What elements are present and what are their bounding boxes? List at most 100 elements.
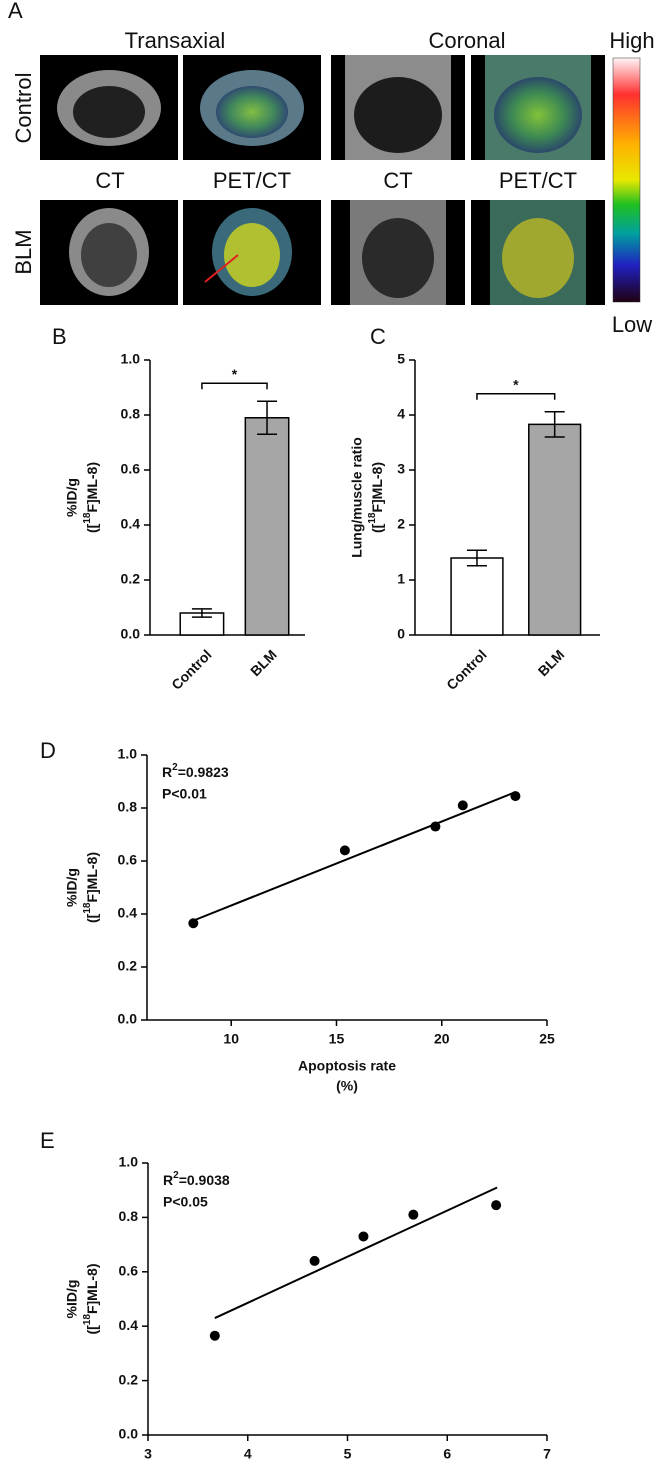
significance-mark: *	[232, 366, 238, 382]
colorbar-high: High	[609, 28, 654, 53]
x-tick-label: Control	[443, 646, 490, 693]
y-tick-label: 0.8	[119, 1208, 139, 1224]
point	[358, 1231, 369, 1242]
y-tick-label: 1.0	[118, 746, 138, 762]
y-tick-label: 5	[397, 351, 405, 367]
fit-line	[192, 791, 516, 922]
text-piece: 18	[82, 512, 93, 524]
text-piece: 18	[82, 902, 93, 914]
text-piece: 18	[82, 1314, 93, 1326]
y-tick-label: 0.4	[118, 905, 138, 921]
y-axis-label: ([18F]ML-8)	[82, 462, 100, 533]
panel-label: D	[40, 738, 56, 763]
row-title: BLM	[11, 229, 36, 274]
text-piece: =0.9823	[178, 764, 229, 780]
y-axis-label: ([18F]ML-8)	[367, 462, 385, 533]
y-axis-label: ([18F]ML-8)	[82, 852, 100, 923]
y-axis-label: %ID/g	[64, 868, 80, 907]
panel-label: E	[40, 1128, 55, 1153]
x-tick-label: 4	[244, 1446, 252, 1461]
text-piece: =0.9038	[179, 1172, 230, 1188]
annotation: P<0.01	[162, 786, 207, 802]
text-piece: F]ML-8)	[84, 462, 100, 513]
x-tick-label: 15	[329, 1031, 345, 1047]
bar	[528, 423, 582, 636]
y-tick-label: 1.0	[119, 1154, 139, 1170]
column-title: Coronal	[428, 28, 505, 53]
error-bar	[466, 549, 487, 567]
y-tick-label: 1.0	[121, 351, 141, 367]
point	[430, 821, 441, 832]
y-tick-label: 0.6	[119, 1263, 139, 1279]
fit-line	[214, 1186, 498, 1319]
point	[339, 845, 350, 856]
point	[309, 1255, 320, 1266]
panel-a-images	[40, 55, 641, 305]
y-tick-label: 1	[397, 571, 405, 587]
x-tick-label: Control	[168, 646, 215, 693]
y-axis-label: %ID/g	[64, 478, 80, 517]
x-tick-label: 3	[144, 1446, 152, 1461]
point	[188, 918, 199, 929]
x-axis-label: Apoptosis rate	[298, 1058, 396, 1074]
y-tick-label: 0.8	[121, 406, 141, 422]
y-tick-label: 0.6	[118, 852, 138, 868]
x-tick-label: 6	[443, 1446, 451, 1461]
x-tick-label: BLM	[247, 646, 280, 679]
column-title: Transaxial	[125, 28, 226, 53]
error-bar	[544, 410, 565, 438]
colorbar-low: Low	[612, 312, 652, 337]
text-piece: 2	[172, 762, 178, 773]
y-tick-label: 3	[397, 461, 405, 477]
text-piece: 2	[173, 1170, 179, 1181]
y-axis-label: ([18F]ML-8)	[82, 1264, 100, 1335]
y-tick-label: 0.2	[118, 958, 138, 974]
text-piece: ([	[84, 1325, 100, 1335]
significance-bracket	[201, 382, 268, 390]
point	[457, 800, 468, 811]
image-title: CT	[95, 168, 124, 193]
x-tick-label: 25	[539, 1031, 555, 1047]
y-tick-label: 4	[397, 406, 405, 422]
y-tick-label: 0.8	[118, 799, 138, 815]
text-piece: F]ML-8)	[369, 462, 385, 513]
text-piece: ([	[369, 523, 385, 533]
annotation: R2=0.9038	[163, 1170, 230, 1188]
annotation: P<0.05	[163, 1194, 208, 1210]
y-tick-label: 0.4	[119, 1317, 139, 1333]
point	[510, 791, 521, 802]
bar	[244, 417, 290, 636]
error-bar	[191, 608, 212, 618]
y-axis-label: Lung/muscle ratio	[349, 437, 365, 558]
row-title: Control	[11, 73, 36, 144]
annotation: R2=0.9823	[162, 762, 229, 780]
point	[491, 1200, 502, 1211]
image-title: CT	[383, 168, 412, 193]
x-tick-label: BLM	[535, 646, 568, 679]
x-tick-label: 10	[223, 1031, 239, 1047]
y-tick-label: 0.6	[121, 461, 141, 477]
y-tick-label: 0.0	[121, 626, 141, 642]
text-piece: 18	[367, 512, 378, 524]
text-piece: R	[163, 1172, 173, 1188]
y-tick-label: 2	[397, 516, 405, 532]
y-tick-label: 0.2	[119, 1371, 139, 1387]
x-axis-label: (%)	[336, 1078, 358, 1094]
x-tick-label: 7	[543, 1446, 551, 1461]
panel-label: C	[370, 324, 386, 349]
y-tick-label: 0.4	[121, 516, 141, 532]
panel-label: A	[8, 0, 23, 23]
text-piece: ([	[84, 523, 100, 533]
text-piece: F]ML-8)	[84, 1264, 100, 1315]
bar	[450, 557, 504, 636]
point	[209, 1330, 220, 1341]
y-tick-label: 0.0	[119, 1426, 139, 1442]
y-tick-label: 0.0	[118, 1011, 138, 1027]
error-bar	[257, 400, 278, 435]
y-tick-label: 0.2	[121, 571, 141, 587]
y-tick-label: 0	[397, 626, 405, 642]
significance-mark: *	[513, 376, 519, 392]
significance-bracket	[476, 392, 556, 400]
text-piece: R	[162, 764, 172, 780]
